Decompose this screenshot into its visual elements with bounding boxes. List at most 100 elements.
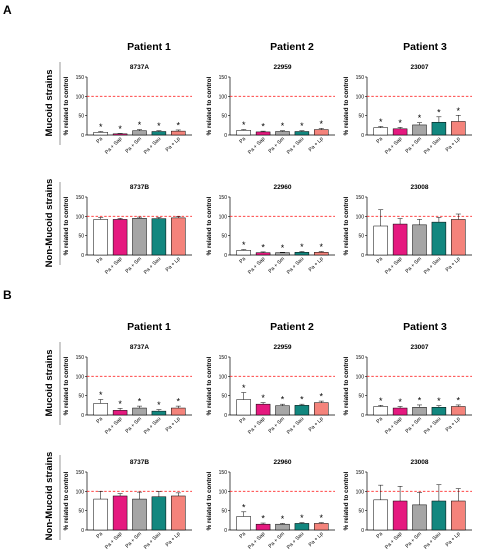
bar (93, 219, 108, 256)
bar (93, 403, 108, 416)
x-tick-label: Pa + Lp (308, 531, 325, 548)
x-tick-label: Pa + Sm (404, 416, 422, 434)
significance-marker: * (457, 106, 461, 116)
y-axis-label: % related to control (206, 356, 213, 415)
patient-header: Patient 3 (403, 41, 447, 53)
y-axis-label: % related to control (206, 76, 213, 135)
x-tick-label: Pa + Sau (423, 136, 443, 156)
bar (255, 252, 271, 256)
significance-marker: * (398, 118, 402, 128)
y-tick-label: 0 (81, 253, 84, 259)
significance-marker: * (281, 395, 285, 405)
x-tick-label: Pa + Sm (267, 531, 285, 549)
bar-chart: 22960% related to control050100150*Pa*Pa… (206, 459, 335, 550)
bar (275, 131, 290, 136)
bar (451, 406, 466, 416)
x-tick-label: Pa + Sau (143, 531, 163, 550)
y-tick-label: 0 (224, 528, 227, 534)
x-tick-label: Pa + Lp (308, 136, 325, 153)
y-tick-label: 50 (221, 234, 227, 240)
bar (132, 218, 147, 256)
y-tick-label: 150 (76, 75, 85, 81)
bar (373, 406, 388, 416)
y-axis-label: % related to control (63, 356, 70, 415)
y-tick-label: 150 (356, 195, 365, 201)
significance-marker: * (242, 240, 246, 250)
bar (412, 124, 427, 136)
bar-chart: 22960% related to control050100150*Pa*Pa… (206, 184, 335, 276)
significance-marker: * (261, 122, 265, 132)
x-tick-label: Pa (375, 136, 384, 145)
x-tick-label: Pa (95, 531, 104, 540)
y-tick-label: 100 (219, 489, 228, 495)
y-axis-label: % related to control (343, 196, 350, 255)
bar (294, 405, 310, 416)
y-tick-label: 150 (76, 195, 85, 201)
y-tick-label: 50 (221, 114, 227, 120)
y-tick-label: 100 (356, 489, 365, 495)
y-tick-label: 0 (81, 413, 84, 419)
bar (412, 504, 427, 531)
x-tick-label: Pa + Sm (124, 136, 142, 154)
y-tick-label: 0 (361, 253, 364, 259)
x-tick-label: Pa + Lp (308, 256, 325, 273)
bar (151, 496, 167, 531)
x-tick-label: Pa + Sap (384, 136, 404, 156)
x-tick-label: Pa + Sau (286, 136, 306, 156)
significance-marker: * (281, 514, 285, 524)
x-tick-label: Pa + Sm (267, 136, 285, 154)
significance-marker: * (379, 396, 383, 406)
chart-title: 22960 (273, 184, 291, 191)
significance-marker: * (437, 396, 441, 406)
significance-marker: * (261, 514, 265, 524)
chart-title: 8737B (130, 184, 149, 191)
bar (132, 130, 147, 136)
significance-marker: * (177, 120, 181, 130)
panel-letter-a: A (3, 3, 12, 17)
significance-marker: * (281, 243, 285, 253)
row-label: Mucoid strains (44, 69, 55, 136)
y-tick-label: 50 (78, 394, 84, 400)
chart-title: 23007 (410, 64, 428, 71)
significance-marker: * (320, 513, 324, 523)
y-tick-label: 100 (76, 94, 85, 100)
y-axis-label: % related to control (206, 471, 213, 530)
bar-chart: 23007% related to control050100150*Pa*Pa… (343, 344, 472, 436)
chart-title: 8737A (130, 344, 149, 351)
y-tick-label: 0 (224, 253, 227, 259)
bar (112, 410, 128, 416)
y-tick-label: 100 (219, 374, 228, 380)
y-axis-label: % related to control (63, 196, 70, 255)
bar (255, 403, 271, 416)
x-tick-label: Pa + Sap (104, 136, 124, 156)
y-tick-label: 100 (76, 214, 85, 220)
y-axis-label: % related to control (343, 471, 350, 530)
y-tick-label: 50 (358, 394, 364, 400)
x-tick-label: Pa + Sau (143, 136, 163, 156)
x-tick-label: Pa + Sm (124, 416, 142, 434)
bar (151, 410, 167, 416)
y-axis-label: % related to control (63, 471, 70, 530)
bar (255, 523, 271, 531)
x-tick-label: Pa + Sap (104, 256, 124, 276)
y-tick-label: 50 (221, 509, 227, 515)
y-tick-label: 100 (356, 214, 365, 220)
x-tick-label: Pa + Sm (124, 531, 142, 549)
x-tick-label: Pa + Sm (404, 531, 422, 549)
x-tick-label: Pa + Sap (247, 416, 267, 436)
significance-marker: * (118, 399, 122, 409)
significance-marker: * (99, 122, 103, 132)
bar-chart: 23007% related to control050100150*Pa*Pa… (343, 64, 472, 156)
significance-marker: * (242, 120, 246, 130)
y-axis-label: % related to control (343, 356, 350, 415)
x-tick-label: Pa + Lp (308, 416, 325, 433)
chart-title: 23008 (410, 459, 428, 466)
chart-title: 8737B (130, 459, 149, 466)
patient-header: Patient 2 (270, 321, 314, 333)
x-tick-label: Pa (238, 136, 247, 145)
bar-chart: 22959% related to control050100150*Pa*Pa… (206, 64, 335, 156)
x-tick-label: Pa + Lp (165, 531, 182, 548)
significance-marker: * (281, 121, 285, 131)
